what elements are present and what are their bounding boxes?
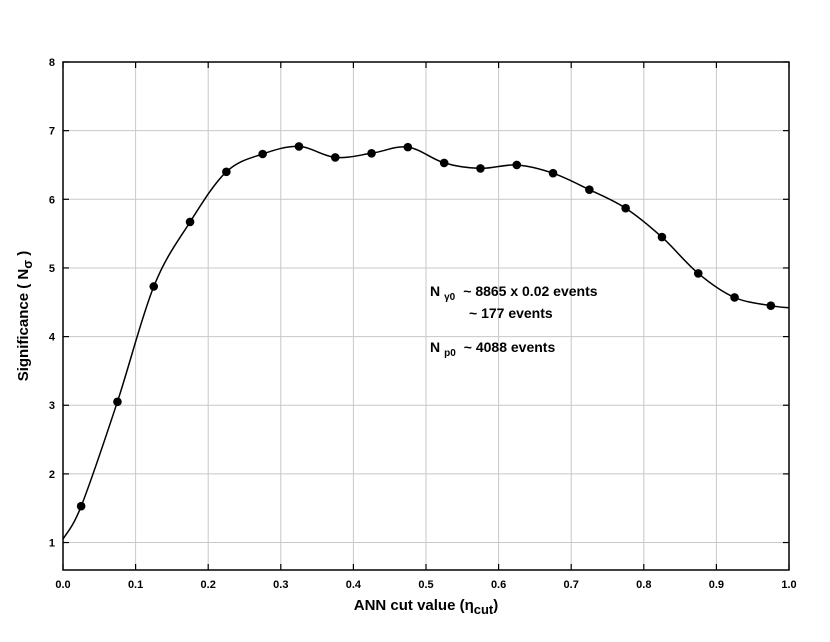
data-points: [76, 142, 776, 511]
annotation-gamma-text: ~ 8865 x 0.02 events: [463, 283, 597, 299]
data-point: [657, 232, 667, 242]
data-point: [693, 269, 703, 278]
y-axis-label-close: ): [15, 251, 32, 260]
annotation-n-gamma: N: [430, 283, 440, 299]
x-axis-label: ANN cut value (ηcut): [354, 597, 499, 617]
x-axis-label-symbol: η: [465, 597, 474, 614]
y-tick-label: 2: [49, 469, 55, 481]
y-axis-label: Significance ( Nσ ): [15, 251, 35, 382]
y-tick-label: 6: [49, 194, 55, 206]
y-tick-label: 7: [49, 126, 55, 138]
data-point: [222, 167, 231, 177]
y-tick-label: 8: [49, 57, 55, 69]
data-point: [258, 149, 267, 159]
y-axis-label-sub: σ: [20, 260, 35, 269]
x-axis-label-sub: cut: [474, 602, 494, 617]
y-tick-label: 3: [49, 400, 55, 412]
annotation-line-2: ~ 177 events: [469, 305, 553, 321]
data-point: [330, 153, 340, 162]
x-tick-label: 0.0: [55, 579, 70, 591]
x-tick-labels: 0.0 0.1 0.2 0.3 0.4 0.5 0.6 0.7 0.8 0.9 1.0: [55, 579, 796, 591]
x-tick-label: 0.1: [128, 579, 143, 591]
data-point: [367, 149, 376, 158]
data-point: [113, 397, 122, 407]
axis-ticks: [62, 61, 790, 570]
data-point: [512, 160, 522, 170]
y-tick-label: 5: [49, 263, 55, 275]
x-tick-label: 0.8: [636, 579, 651, 591]
y-tick-labels: 1 2 3 4 5 6 7 8: [49, 57, 56, 550]
annotation-n-proton: N: [430, 339, 440, 355]
x-tick-label: 0.9: [709, 579, 724, 591]
data-point: [185, 217, 195, 227]
data-point: [476, 164, 485, 173]
data-point: [439, 158, 449, 168]
x-axis-label-main: ANN cut value (: [354, 597, 465, 614]
annotation-gamma-sub: γ0: [444, 292, 456, 303]
x-tick-label: 0.3: [273, 579, 288, 591]
data-point: [766, 301, 776, 311]
data-point: [76, 501, 86, 511]
data-point: [621, 203, 630, 213]
data-point: [548, 168, 558, 178]
y-axis-label-main: Significance ( N: [15, 269, 32, 382]
data-point: [403, 142, 413, 152]
data-point: [585, 185, 594, 194]
x-tick-label: 0.7: [564, 579, 579, 591]
x-tick-label: 0.4: [346, 579, 362, 591]
annotation-proton-sub: p0: [444, 348, 456, 359]
x-tick-label: 1.0: [781, 579, 796, 591]
x-axis-label-close: ): [493, 597, 498, 614]
data-point: [294, 142, 304, 151]
annotation-proton-text: ~ 4088 events: [464, 339, 556, 355]
data-point: [730, 293, 739, 302]
x-tick-label: 0.6: [491, 579, 506, 591]
data-point: [149, 282, 159, 291]
x-tick-label: 0.2: [201, 579, 216, 591]
y-tick-label: 4: [49, 332, 56, 344]
grid: [63, 62, 789, 570]
y-tick-label: 1: [49, 538, 55, 550]
x-tick-label: 0.5: [418, 579, 433, 591]
